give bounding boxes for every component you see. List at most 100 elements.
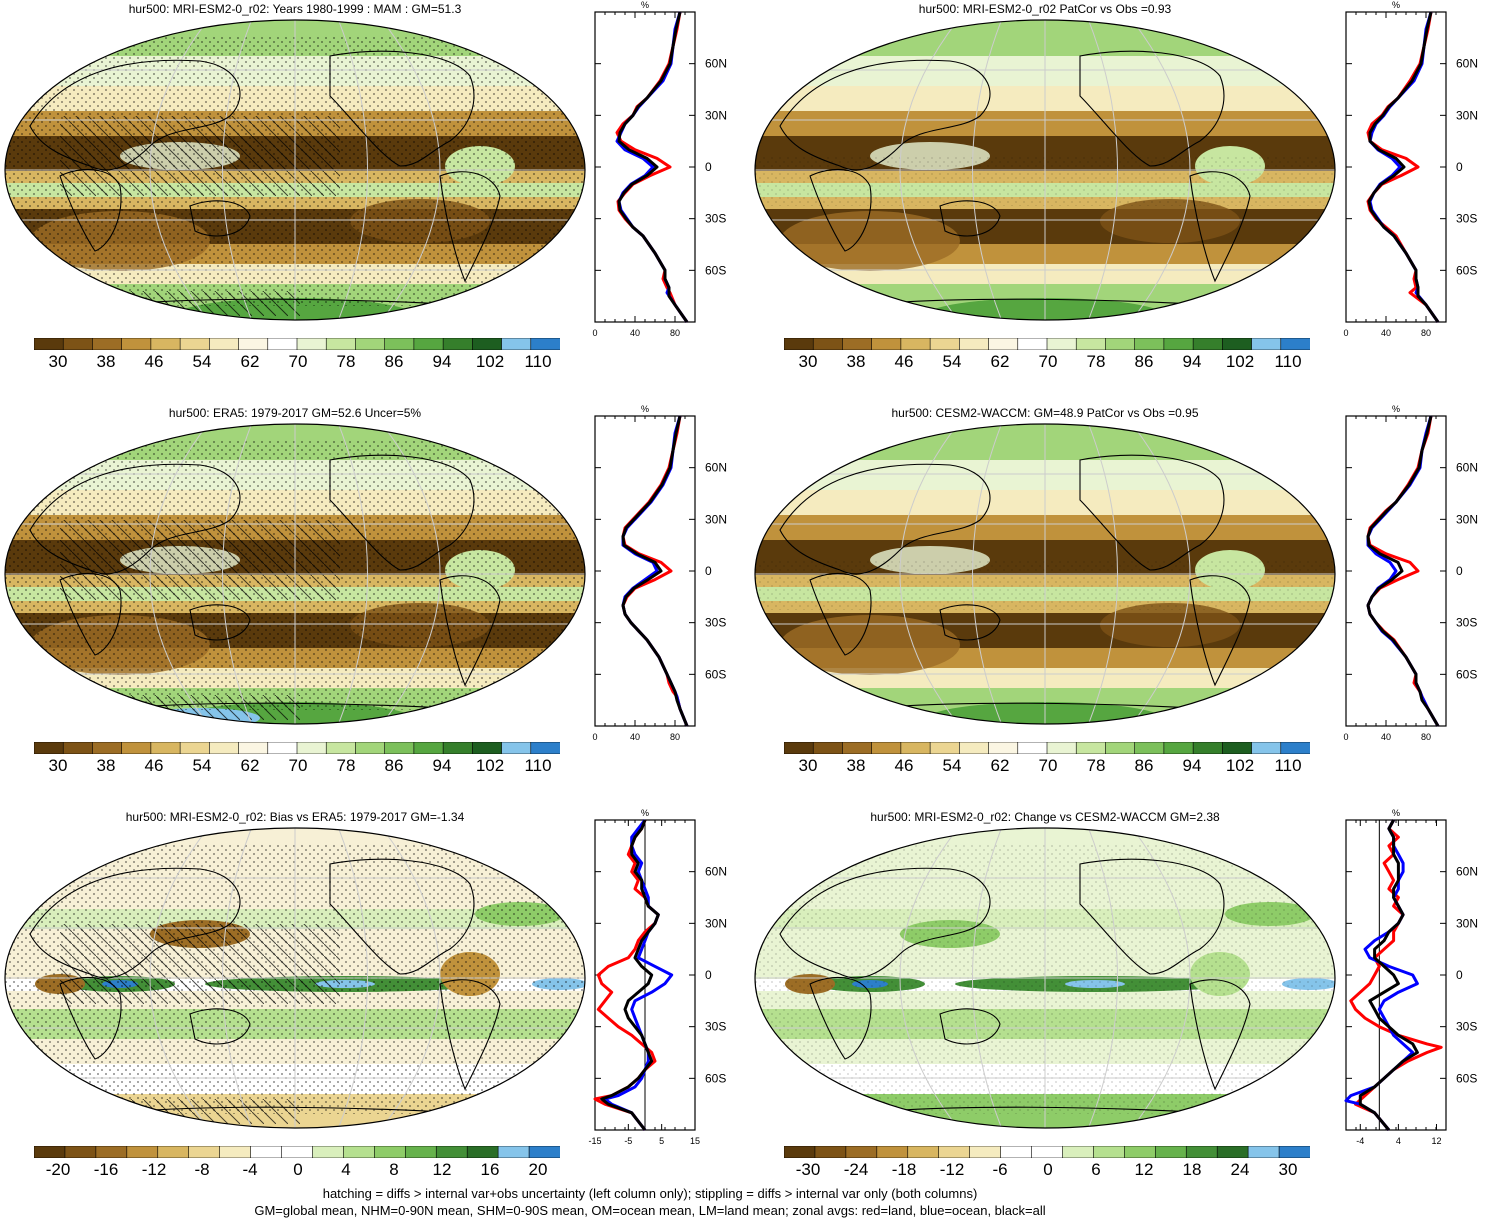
colorbar-swatch bbox=[355, 742, 386, 754]
panel-title: hur500: MRI-ESM2-0_r02 PatCor vs Obs =0.… bbox=[918, 2, 1172, 16]
colorbar-swatch bbox=[784, 1146, 816, 1158]
x-tick-label: 0 bbox=[1343, 732, 1348, 742]
global-map bbox=[4, 827, 586, 1129]
zonal-frame bbox=[594, 11, 696, 323]
colorbar-swatch bbox=[1185, 1146, 1218, 1158]
colorbar-swatch bbox=[435, 1146, 468, 1158]
x-tick-label: -4 bbox=[1356, 1136, 1364, 1146]
colorbar-tick-label: 30 bbox=[1278, 1160, 1298, 1179]
colorbar-swatch bbox=[1192, 338, 1223, 350]
colorbar-swatch bbox=[374, 1146, 406, 1158]
coastline bbox=[1189, 171, 1251, 283]
coastline bbox=[329, 50, 475, 167]
colorbar-swatch bbox=[1017, 742, 1048, 754]
x-tick-label: -5 bbox=[624, 1136, 632, 1146]
colorbar-tick-label: -12 bbox=[939, 1160, 965, 1179]
colorbar-swatch bbox=[179, 742, 210, 754]
colorbar-swatch bbox=[209, 338, 240, 350]
colorbar-swatch bbox=[466, 1146, 499, 1158]
colorbar-tick-label: 102 bbox=[1225, 756, 1255, 775]
longitude-line bbox=[1088, 828, 1118, 1128]
colorbar-swatch bbox=[1075, 338, 1107, 350]
colorbar-swatch bbox=[413, 338, 444, 350]
colorbar-swatch bbox=[1251, 742, 1282, 754]
colorbar-swatch bbox=[1124, 1146, 1156, 1158]
colorbar-labels: -30 -24 -18 -12 -6 0 6 12 18 24 30 bbox=[750, 1160, 1350, 1182]
map-feature bbox=[780, 211, 960, 271]
coastline bbox=[329, 858, 475, 975]
coastline bbox=[29, 463, 241, 575]
colorbar-tick-label: 70 bbox=[1038, 756, 1058, 775]
colorbar-swatch bbox=[812, 338, 844, 350]
colorbar-tick-label: 94 bbox=[432, 756, 452, 775]
colorbar-swatch bbox=[1278, 1146, 1310, 1158]
colorbar bbox=[34, 1146, 560, 1158]
zonal-series-all bbox=[1366, 415, 1440, 727]
colorbar-swatch bbox=[969, 1146, 1002, 1158]
colorbar-tick-label: 62 bbox=[990, 756, 1010, 775]
colorbar-tick-label: 86 bbox=[1134, 756, 1154, 775]
colorbar-swatch bbox=[62, 338, 94, 350]
coastline bbox=[189, 1008, 251, 1045]
colorbar-swatch bbox=[92, 338, 123, 350]
lat-label: 30S bbox=[705, 1020, 726, 1034]
colorbar-tick-label: 30 bbox=[48, 756, 68, 775]
x-tick-label: 0 bbox=[592, 328, 597, 338]
map-field bbox=[5, 20, 585, 320]
colorbar-swatch bbox=[188, 1146, 221, 1158]
colorbar-swatch bbox=[238, 338, 269, 350]
lat-label: 0 bbox=[705, 160, 712, 174]
colorbar-tick-label: 78 bbox=[1086, 352, 1106, 371]
colorbar-swatch bbox=[530, 742, 560, 754]
colorbar-swatch bbox=[814, 1146, 847, 1158]
lat-label: 30S bbox=[1456, 1020, 1477, 1034]
lat-label: 0 bbox=[705, 968, 712, 982]
colorbar-tick-label: 70 bbox=[288, 352, 308, 371]
unit-label: % bbox=[1392, 404, 1400, 414]
colorbar-swatch bbox=[938, 1146, 971, 1158]
map-outline bbox=[4, 423, 586, 725]
colorbar-tick-label: 94 bbox=[1182, 756, 1202, 775]
colorbar-tick-label: 86 bbox=[384, 756, 404, 775]
zonal-series-all bbox=[617, 11, 689, 323]
colorbar-swatch bbox=[497, 1146, 530, 1158]
colorbar-tick-label: 16 bbox=[480, 1160, 500, 1179]
map-field bbox=[755, 424, 1335, 724]
x-tick-label: 5 bbox=[659, 1136, 664, 1146]
longitude-line bbox=[899, 20, 959, 320]
lat-label: 30N bbox=[1456, 512, 1478, 526]
coastline bbox=[189, 200, 251, 237]
colorbar-swatch bbox=[92, 742, 123, 754]
panel-title: hur500: MRI-ESM2-0_r02: Bias vs ERA5: 19… bbox=[125, 810, 465, 824]
zonal-frame bbox=[1345, 819, 1447, 1131]
map-outline bbox=[754, 19, 1336, 321]
unit-label: % bbox=[1392, 808, 1400, 818]
colorbar-tick-label: 30 bbox=[798, 756, 818, 775]
colorbar-tick-label: 6 bbox=[1091, 1160, 1101, 1179]
colorbar-swatch bbox=[312, 1146, 345, 1158]
map-outline bbox=[4, 19, 586, 321]
colorbar-swatch bbox=[126, 1146, 159, 1158]
colorbar-swatch bbox=[929, 742, 960, 754]
colorbar-tick-label: 62 bbox=[990, 352, 1010, 371]
map-feature bbox=[1100, 199, 1240, 243]
colorbar-tick-label: 38 bbox=[846, 756, 866, 775]
lat-label: 60N bbox=[1456, 865, 1478, 879]
colorbar-labels: -20 -16 -12 -8 -4 0 4 8 12 16 20 bbox=[0, 1160, 600, 1182]
colorbar-tick-label: 12 bbox=[432, 1160, 452, 1179]
x-tick-label: -15 bbox=[588, 1136, 601, 1146]
longitude-line bbox=[1131, 828, 1191, 1128]
colorbar-tick-label: 38 bbox=[846, 352, 866, 371]
colorbar-swatch bbox=[1093, 1146, 1125, 1158]
colorbar-swatch bbox=[528, 1146, 560, 1158]
longitude-line bbox=[381, 828, 441, 1128]
colorbar-swatch bbox=[250, 1146, 283, 1158]
lat-label: 60N bbox=[1456, 57, 1478, 71]
colorbar-swatch bbox=[325, 742, 357, 754]
colorbar-labels: 30 38 46 54 62 70 78 86 94 102 110 bbox=[750, 756, 1350, 778]
lat-label: 60N bbox=[1456, 461, 1478, 475]
map-field bbox=[5, 828, 585, 1128]
lat-label: 30N bbox=[1456, 108, 1478, 122]
colorbar-tick-label: -16 bbox=[93, 1160, 119, 1179]
colorbar-tick-label: 102 bbox=[475, 352, 505, 371]
